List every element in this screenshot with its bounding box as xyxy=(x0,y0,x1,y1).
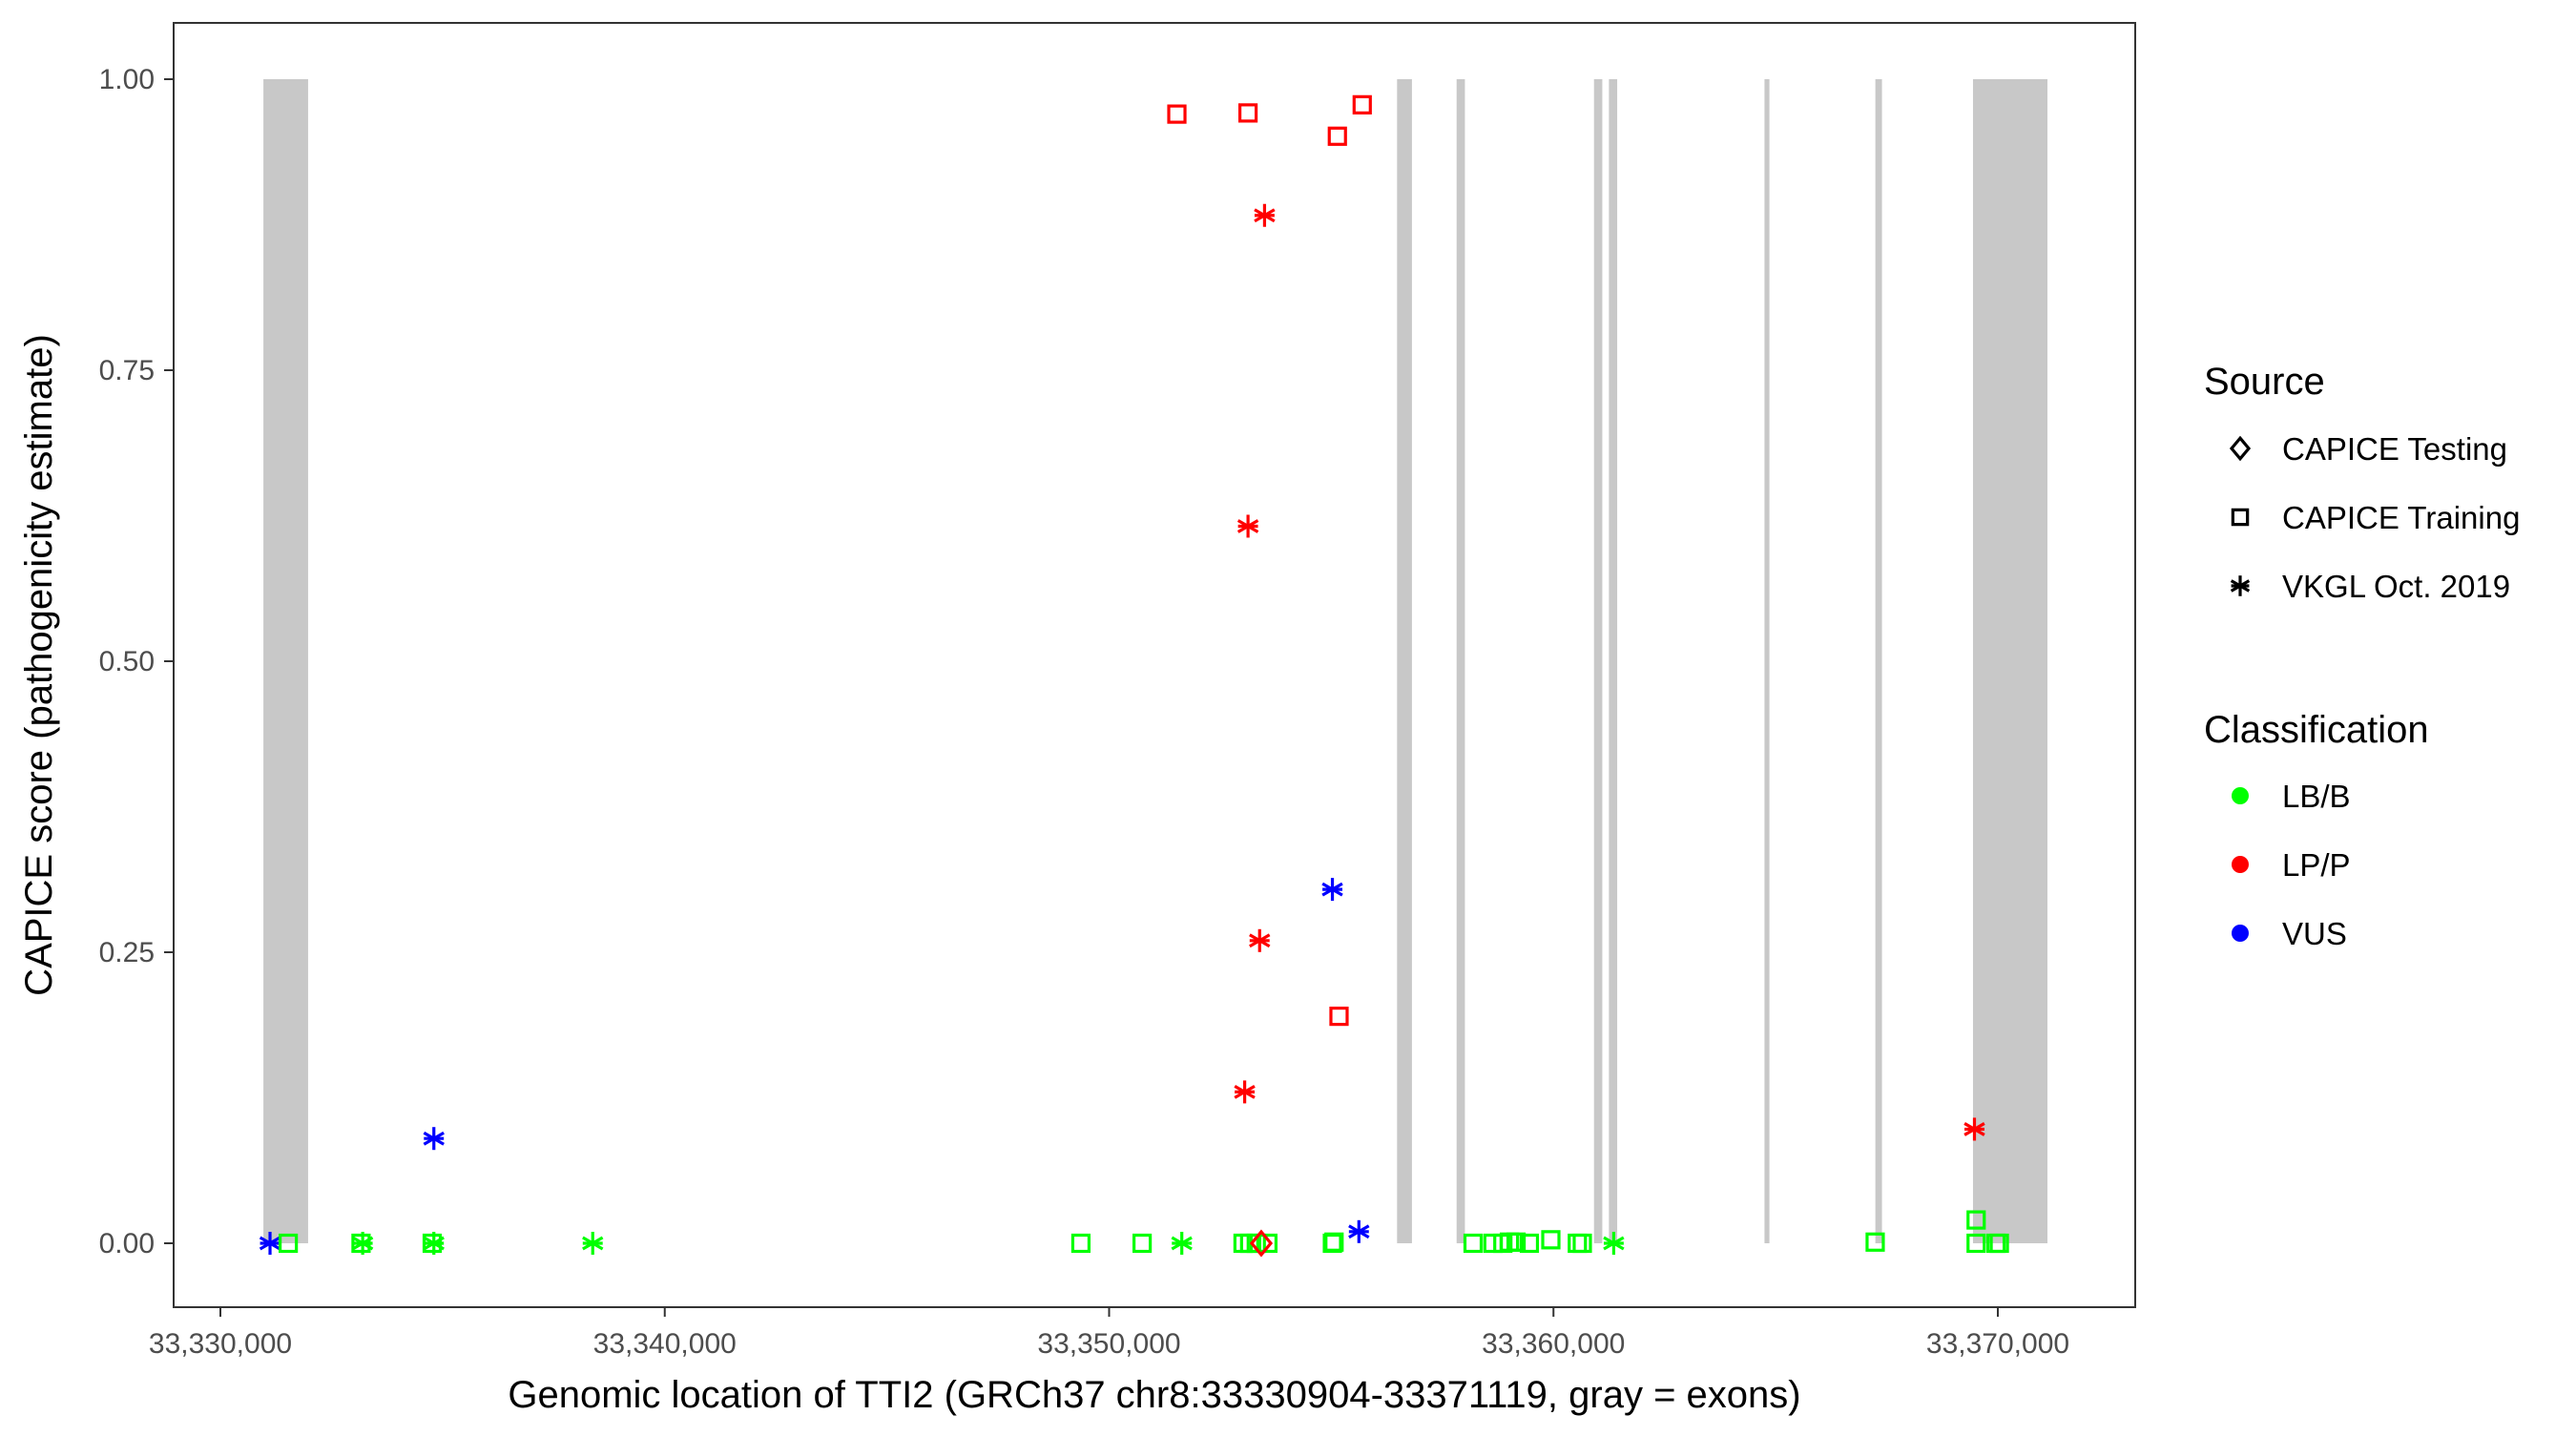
legend-class-label: LB/B xyxy=(2282,779,2351,814)
data-point-training xyxy=(1167,104,1187,124)
data-point-training xyxy=(1989,1233,2009,1254)
exon-band xyxy=(1593,79,1603,1243)
legend-source-title: Source xyxy=(2204,361,2325,403)
data-point-vkgl xyxy=(259,1232,281,1255)
data-point-vkgl xyxy=(423,1127,445,1151)
x-tick-label: 33,370,000 xyxy=(1926,1328,2069,1360)
exon-bands xyxy=(263,79,2048,1243)
legend-square-icon xyxy=(2231,508,2250,527)
data-point-training xyxy=(1132,1233,1153,1254)
data-point-vkgl xyxy=(351,1232,374,1255)
legend: Source CAPICE Testing CAPICE Training VKGL… xyxy=(2204,361,2520,951)
y-tick-label: 1.00 xyxy=(99,64,155,95)
data-point-vkgl xyxy=(1171,1232,1193,1255)
x-tick-label: 33,360,000 xyxy=(1482,1328,1625,1360)
exon-band xyxy=(263,79,308,1243)
legend-class-label: VUS xyxy=(2282,916,2347,951)
data-point-training xyxy=(1246,1233,1266,1254)
legend-dot-icon xyxy=(2232,925,2249,942)
data-point-vkgl xyxy=(1603,1232,1625,1255)
data-point-vkgl xyxy=(1254,203,1276,227)
data-point-training xyxy=(1070,1233,1091,1254)
data-point-training xyxy=(1257,1233,1278,1254)
data-point-training xyxy=(1966,1210,1986,1230)
legend-diamond-icon xyxy=(2229,435,2252,462)
exon-band xyxy=(1972,79,2048,1243)
data-point-training xyxy=(1568,1233,1588,1254)
x-axis: 33,330,000 33,340,000 33,350,000 33,360,000… xyxy=(149,1307,2069,1360)
data-points xyxy=(259,94,2009,1258)
data-point-vkgl xyxy=(1236,514,1259,538)
data-point-training xyxy=(1327,126,1347,146)
plot-panel-border xyxy=(173,22,2136,1308)
legend-class-label: LP/P xyxy=(2282,847,2351,883)
data-point-vkgl xyxy=(1963,1117,1985,1141)
legend-dot-icon xyxy=(2232,787,2249,804)
exon-band xyxy=(1875,79,1882,1243)
y-axis-title: CAPICE score (pathogenicity estimate) xyxy=(18,334,60,996)
data-point-training xyxy=(1237,103,1258,123)
data-point-vkgl xyxy=(1234,1080,1256,1104)
data-point-vkgl xyxy=(423,1232,445,1255)
y-tick-label: 0.25 xyxy=(99,937,155,968)
x-axis-title: Genomic location of TTI2 (GRCh37 chr8:33… xyxy=(508,1374,1800,1416)
y-tick-label: 0.50 xyxy=(99,646,155,677)
y-axis: 0.00 0.25 0.50 0.75 1.00 xyxy=(99,64,174,1259)
legend-asterisk-icon xyxy=(2230,575,2251,596)
exon-band xyxy=(1397,79,1412,1243)
data-point-training xyxy=(1572,1233,1592,1254)
x-tick-label: 33,340,000 xyxy=(593,1328,737,1360)
exon-band xyxy=(1764,79,1770,1243)
data-point-vkgl xyxy=(1348,1219,1370,1243)
legend-classification-title: Classification xyxy=(2204,709,2429,751)
data-point-testing xyxy=(1249,1229,1274,1258)
legend-source-label: CAPICE Testing xyxy=(2282,431,2507,467)
exon-band xyxy=(1609,79,1618,1243)
data-point-training xyxy=(1966,1233,1986,1254)
data-point-training xyxy=(1865,1232,1885,1252)
exon-band xyxy=(1456,79,1465,1243)
data-point-training xyxy=(1352,94,1372,114)
y-tick-label: 0.75 xyxy=(99,355,155,386)
data-point-training xyxy=(1506,1232,1527,1252)
data-point-training xyxy=(1324,1232,1344,1252)
data-point-training xyxy=(1541,1230,1561,1250)
data-point-vkgl xyxy=(1249,928,1271,952)
data-point-training xyxy=(1483,1233,1503,1254)
data-point-training xyxy=(279,1233,299,1254)
data-point-vkgl xyxy=(582,1232,604,1255)
legend-dot-icon xyxy=(2232,856,2249,873)
x-tick-label: 33,350,000 xyxy=(1037,1328,1180,1360)
y-tick-label: 0.00 xyxy=(99,1228,155,1259)
data-point-training xyxy=(1463,1233,1484,1254)
data-point-training xyxy=(1329,1006,1349,1027)
data-point-training xyxy=(1519,1233,1540,1254)
x-tick-label: 33,330,000 xyxy=(149,1328,292,1360)
legend-source-label: CAPICE Training xyxy=(2282,500,2520,535)
data-point-vkgl xyxy=(1321,878,1343,902)
legend-source-label: VKGL Oct. 2019 xyxy=(2282,569,2510,604)
